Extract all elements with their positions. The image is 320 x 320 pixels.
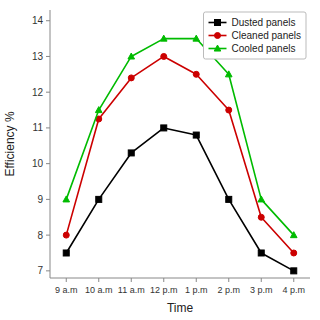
point: [160, 35, 167, 41]
y-tick-label: 8: [37, 230, 43, 241]
legend-box: [204, 12, 307, 59]
y-tick-label: 9: [37, 194, 43, 205]
point: [290, 232, 297, 238]
point: [258, 214, 264, 220]
point: [226, 196, 232, 202]
x-tick: [66, 278, 67, 282]
x-tick-label: 9 a.m: [55, 285, 78, 295]
point: [128, 75, 134, 81]
y-tick-label: 10: [32, 158, 44, 169]
y-tick: [46, 127, 50, 128]
x-tick: [293, 278, 294, 282]
series: [63, 35, 297, 238]
y-tick-label: 7: [37, 265, 43, 276]
axes: 7 8 9 10 11 12 13 14 9 a.m 10 a.m 11 a.m 12 p.m 1 p.…: [32, 10, 310, 295]
point: [95, 107, 102, 113]
point: [96, 196, 102, 202]
point: [291, 250, 297, 256]
point: [225, 71, 232, 77]
legend: Dusted panels Cleaned panels Cooled panels: [204, 12, 307, 59]
y-tick: [46, 270, 50, 271]
background: [0, 0, 320, 320]
point: [258, 250, 264, 256]
point: [258, 196, 265, 202]
y-tick: [46, 56, 50, 57]
line: [66, 56, 294, 253]
x-tick-label: 12 p.m: [150, 285, 178, 295]
legend-marker: [215, 33, 221, 39]
legend-label: Cleaned panels: [232, 30, 302, 41]
x-tick: [163, 278, 164, 282]
point: [193, 132, 199, 138]
y-tick-label: 11: [33, 122, 44, 133]
x-axis-line: [50, 278, 310, 279]
x-tick-label: 2 p.m: [217, 285, 240, 295]
y-tick-label: 14: [32, 15, 44, 26]
y-tick: [46, 20, 50, 21]
legend-marker: [215, 20, 221, 26]
point: [161, 53, 167, 59]
x-tick: [196, 278, 197, 282]
series: [63, 125, 297, 274]
point: [128, 150, 134, 156]
y-tick-label: 13: [32, 51, 44, 62]
point: [193, 71, 199, 77]
point: [63, 232, 69, 238]
y-tick: [46, 199, 50, 200]
point: [63, 196, 70, 202]
line: [66, 128, 294, 271]
y-tick-label: 12: [32, 87, 44, 98]
x-tick: [228, 278, 229, 282]
legend-label: Dusted panels: [232, 17, 296, 28]
x-tick-label: 4 p.m: [282, 285, 305, 295]
y-tick: [46, 235, 50, 236]
x-tick-label: 10 a.m: [85, 285, 113, 295]
x-tick: [98, 278, 99, 282]
y-axis-line: [50, 10, 51, 278]
line: [66, 39, 294, 236]
y-axis-label: Efficiency %: [3, 111, 17, 176]
y-tick: [46, 163, 50, 164]
x-tick-label: 1 p.m: [185, 285, 208, 295]
x-tick: [131, 278, 132, 282]
legend-label: Cooled panels: [232, 43, 296, 54]
y-tick: [46, 92, 50, 93]
legend-marker: [214, 45, 221, 51]
x-tick-label: 11 a.m: [118, 285, 145, 295]
series: [63, 53, 297, 256]
x-tick-label: 3 p.m: [250, 285, 273, 295]
x-axis-label: Time: [167, 301, 194, 315]
point: [291, 268, 297, 274]
point: [63, 250, 69, 256]
plot-area: [63, 35, 297, 274]
point: [161, 125, 167, 131]
point: [128, 53, 135, 59]
x-tick: [261, 278, 262, 282]
point: [193, 35, 200, 41]
chart: 7 8 9 10 11 12 13 14 9 a.m 10 a.m 11 a.m 12 p.m 1 p.…: [0, 0, 320, 320]
point: [226, 107, 232, 113]
